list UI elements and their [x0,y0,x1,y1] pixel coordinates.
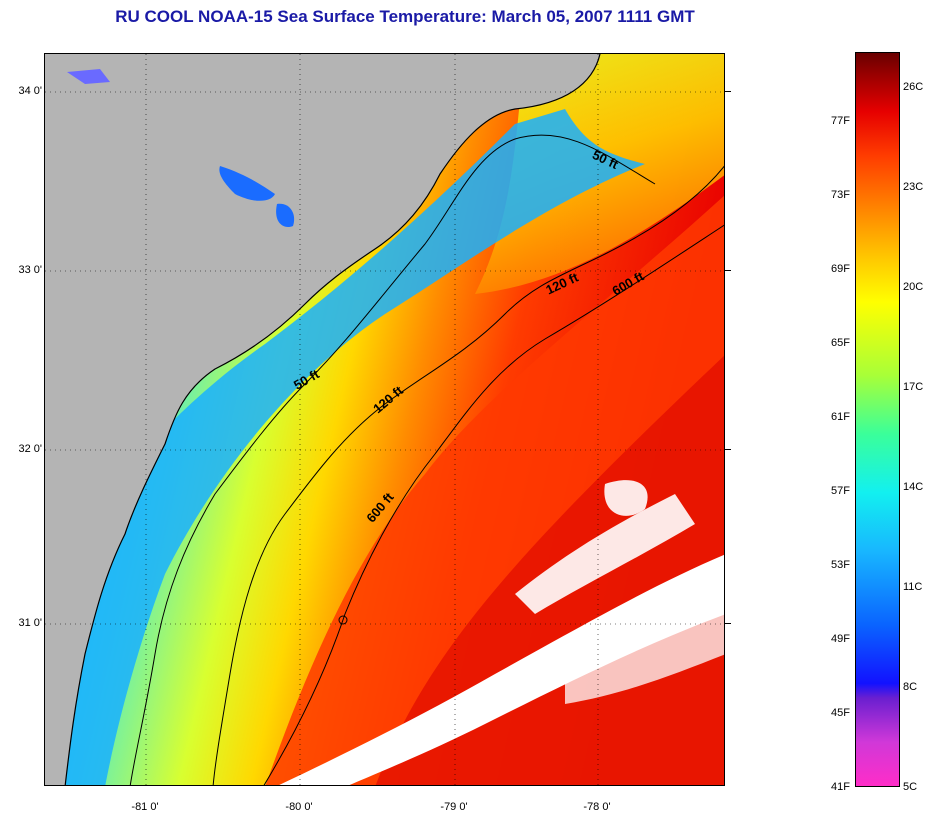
longitude-label: -79 0' [440,801,468,813]
colorbar-fahrenheit-label: 77F [831,115,850,127]
latitude-label: 32 0' [18,443,42,455]
cloud-cover [279,554,724,785]
colorbar-fahrenheit-label: 69F [831,263,850,275]
contour-ring [338,615,348,625]
colorbar-fahrenheit-label: 61F [831,411,850,423]
colorbar-celsius-label: 11C [903,581,923,593]
colorbar-fahrenheit-label: 65F [831,337,850,349]
map-title: RU COOL NOAA-15 Sea Surface Temperature:… [115,7,695,26]
axis-tick [725,91,731,92]
axis-tick [725,449,731,450]
contour-120ft [212,165,724,785]
colorbar-fahrenheit-label: 57F [831,485,850,497]
coastline [64,54,601,785]
colorbar-celsius-label: 26C [903,81,924,93]
cloud-cover [565,604,724,704]
axis-tick [725,623,731,624]
longitude-label: -80 0' [285,801,313,813]
longitude-label: -78 0' [583,801,611,813]
inland-lake [276,203,295,228]
colorbar-fahrenheit-label: 53F [831,559,850,571]
colorbar-celsius-label: 8C [903,681,918,693]
colorbar-fahrenheit-label: 45F [831,707,850,719]
contour-600ft [263,224,724,785]
longitude-label: -81 0' [131,801,159,813]
contour-50ft [129,134,656,785]
inland-lake [67,69,110,84]
sst-map-graphic [45,54,724,785]
axis-tick [725,270,731,271]
colorbar-fahrenheit-label: 49F [831,633,850,645]
coastal-cold-water [45,109,645,785]
inland-lake [219,166,275,201]
colorbar-celsius-label: 14C [903,481,924,493]
colorbar-fahrenheit-label: 73F [831,189,850,201]
temperature-colorbar [855,52,900,787]
latitude-label: 33 0' [18,264,42,276]
latitude-label: 34 0' [18,85,42,97]
colorbar-celsius-label: 17C [903,381,924,393]
colorbar-celsius-label: 5C [903,781,918,793]
latitude-label: 31 0' [18,617,42,629]
cloud-cover [604,480,648,516]
land-mass [45,54,600,785]
cloud-cover [515,494,695,614]
colorbar-celsius-label: 20C [903,281,924,293]
sst-map: 50 ft 120 ft 600 ft 50 ft 120 ft 600 ft [44,53,725,786]
colorbar-celsius-label: 23C [903,181,924,193]
colorbar-fahrenheit-label: 41F [831,781,850,793]
graticule [45,54,724,785]
